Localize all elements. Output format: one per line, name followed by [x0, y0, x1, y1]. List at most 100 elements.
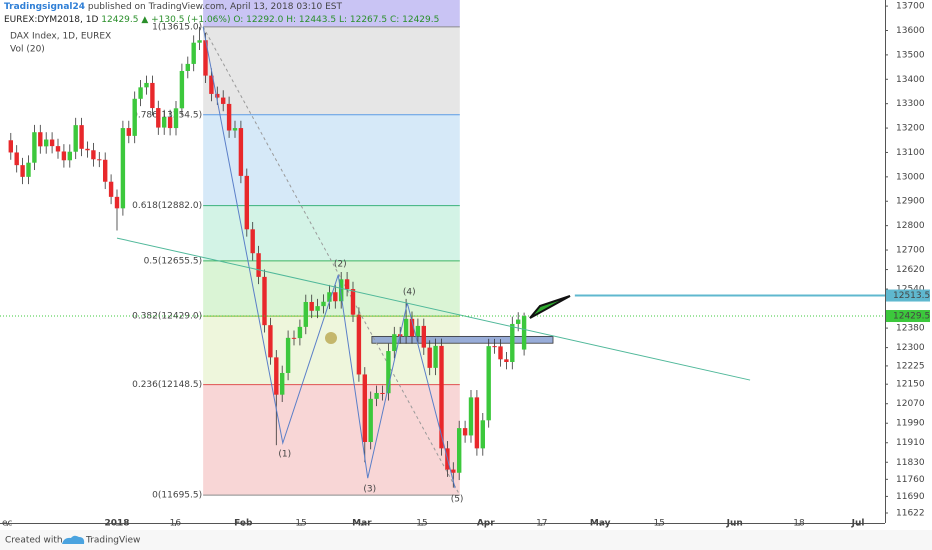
- footer-brand[interactable]: TradingView: [85, 536, 140, 546]
- y-tick-label: 13300: [896, 99, 925, 109]
- volume-legend: Vol (20): [10, 45, 45, 55]
- candle-body: [274, 357, 279, 395]
- y-tick-label: 13000: [896, 172, 925, 182]
- candle-body: [504, 359, 509, 363]
- candle-body: [32, 132, 37, 163]
- x-tick-label: 2018: [104, 519, 129, 529]
- candle-body: [197, 40, 202, 43]
- y-tick-label: 11990: [896, 419, 925, 429]
- footer: [0, 530, 932, 550]
- candle-body: [468, 397, 474, 436]
- published: published on TradingView.com, April 13, …: [88, 2, 343, 12]
- candle-body: [303, 301, 308, 327]
- y-tick-label: 12700: [896, 246, 925, 256]
- candle-body: [297, 326, 303, 339]
- y-tick-label: 13700: [896, 2, 925, 12]
- fib-band: [203, 260, 460, 317]
- y-tick-label: 13500: [896, 50, 925, 60]
- x-tick-label: Apr: [477, 519, 495, 529]
- quote: 12429.5 ▲ +130.5 (+1.06%) O: 12292.0 H: …: [101, 15, 439, 25]
- candle-body: [173, 108, 179, 129]
- candle-body: [262, 276, 267, 326]
- trendline: [116, 237, 751, 381]
- projection-line: [202, 26, 461, 496]
- candle-body: [409, 318, 415, 337]
- x-tick-label: 15: [653, 519, 664, 529]
- y-tick-label: 12900: [896, 197, 925, 207]
- x-tick-label: 15: [295, 519, 306, 529]
- fib-band: [203, 316, 460, 385]
- candle-body: [102, 159, 108, 182]
- author[interactable]: Tradingsignal24: [4, 2, 85, 12]
- legend: DAX Index, 1D, EUREX: [10, 32, 111, 42]
- candle-body: [144, 82, 149, 88]
- candle-body: [462, 428, 468, 436]
- candle-body: [285, 337, 291, 373]
- candle-body: [132, 98, 137, 136]
- candle-body: [350, 289, 356, 315]
- fib-top-band: [203, 0, 460, 27]
- x-tick-label: May: [590, 519, 611, 529]
- fib-label: 0(11695.5): [152, 491, 202, 501]
- y-tick-label: 13600: [896, 26, 925, 36]
- y-tick-label: 11830: [896, 458, 925, 468]
- candle-body: [79, 125, 84, 149]
- point-marker: [325, 332, 337, 344]
- fib-label: 0.382(12429.0): [132, 312, 202, 322]
- candle-body: [291, 337, 297, 339]
- candle-body: [309, 301, 314, 311]
- candle-body: [421, 325, 426, 348]
- candle-body: [114, 196, 120, 209]
- candle-body: [256, 253, 261, 277]
- candle-body: [338, 279, 344, 302]
- price-tag: [886, 289, 930, 302]
- candle-body: [498, 346, 503, 360]
- candle-body: [20, 165, 25, 177]
- x-tick-label: Jun: [726, 519, 743, 529]
- candle-body: [279, 372, 285, 395]
- y-tick-label: 12800: [896, 221, 925, 231]
- x-tick-label: 15: [416, 519, 427, 529]
- candle-body: [203, 40, 208, 76]
- candle-body: [91, 150, 96, 160]
- candle-body: [327, 292, 332, 302]
- y-tick-label: 11622: [896, 508, 925, 518]
- candle-body: [386, 351, 391, 394]
- plot-area: 1(13615.0) 0.786(13254.5) 0.618(12882.0) 0.…: [0, 0, 885, 505]
- candle-body: [321, 301, 326, 307]
- fib-label: 1(13615.0): [152, 22, 202, 32]
- fib-label: 0.618(12882.0): [132, 201, 202, 211]
- candle-body: [179, 70, 185, 109]
- candle-body: [209, 75, 214, 94]
- fib-label: 0.786(13254.5): [132, 110, 202, 120]
- candle-body: [480, 420, 485, 449]
- candle-body: [215, 93, 220, 98]
- arrow-marker: [529, 295, 571, 319]
- quote-line: EUREX:DYM2018, 1D 12429.5 ▲ +130.5 (+1.0…: [4, 15, 439, 25]
- candle-body: [138, 87, 143, 99]
- candle-body: [185, 63, 190, 71]
- candle-body: [492, 346, 497, 348]
- wave-label: (1): [278, 449, 291, 459]
- wave-path: [202, 26, 456, 489]
- candle-body: [403, 318, 409, 337]
- fib-band: [203, 205, 460, 261]
- y-tick-label: 12070: [896, 399, 925, 409]
- candle-body: [220, 97, 226, 104]
- fib-band: [203, 26, 460, 115]
- candle-body: [362, 374, 367, 443]
- candle-body: [333, 292, 338, 302]
- y-tick-label: 12380: [896, 324, 925, 334]
- wave-label: (3): [363, 485, 376, 495]
- candle-body: [515, 319, 521, 324]
- candle-body: [73, 125, 78, 152]
- candle-body: [344, 279, 350, 290]
- fib-band: [203, 384, 460, 496]
- candle-body: [250, 229, 255, 254]
- y-tick-label: 13200: [896, 124, 925, 134]
- candle-body: [486, 346, 491, 421]
- candle-body: [238, 128, 244, 176]
- y-tick-label: 13400: [896, 75, 925, 85]
